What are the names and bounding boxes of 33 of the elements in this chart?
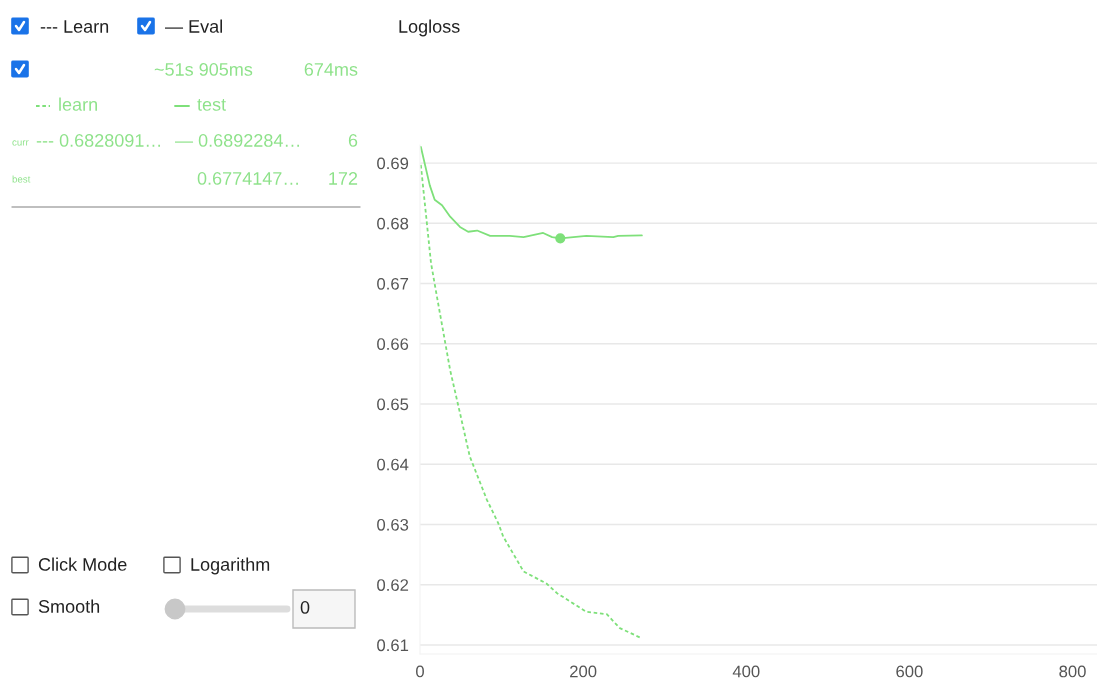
x-tick-label: 800: [1059, 665, 1086, 678]
x-tick-label: 600: [896, 665, 923, 678]
text: --- 0.6828091…: [36, 134, 161, 147]
text: 0.6774147…: [197, 172, 298, 185]
y-tick-label: 0.69: [377, 157, 409, 170]
text: — Eval: [165, 19, 222, 33]
legend-label: learn: [59, 97, 97, 111]
text: Logarithm: [191, 557, 270, 575]
text: Smooth: [38, 599, 100, 613]
y-tick-label: 0.67: [377, 277, 409, 290]
x-tick-label: 0: [416, 665, 424, 678]
y-tick-label: 0.64: [377, 458, 409, 471]
text: 6: [348, 134, 358, 147]
x-tick-label: 200: [570, 665, 597, 678]
text: 172: [329, 172, 358, 185]
y-tick-label: 0.62: [377, 579, 409, 591]
text: — 0.6892284…: [175, 134, 300, 147]
x-tick-label: 400: [732, 665, 760, 678]
y-tick-label: 0.61: [377, 639, 409, 652]
text: 0: [300, 601, 310, 614]
text: Click Mode: [38, 557, 127, 571]
text: curr: [12, 140, 29, 146]
y-tick-label: 0.66: [377, 338, 409, 350]
y-tick-label: 0.63: [377, 518, 409, 531]
y-tick-label: 0.65: [377, 398, 409, 411]
legend-label: test: [197, 99, 226, 111]
line-series: [420, 163, 643, 640]
text: best: [12, 175, 31, 183]
text: ~51s 905ms: [154, 63, 253, 76]
text: --- Learn: [40, 20, 109, 33]
chart-title: Logloss: [399, 19, 460, 37]
y-tick-label: 0.68: [377, 217, 409, 230]
text: 674ms: [304, 63, 358, 76]
